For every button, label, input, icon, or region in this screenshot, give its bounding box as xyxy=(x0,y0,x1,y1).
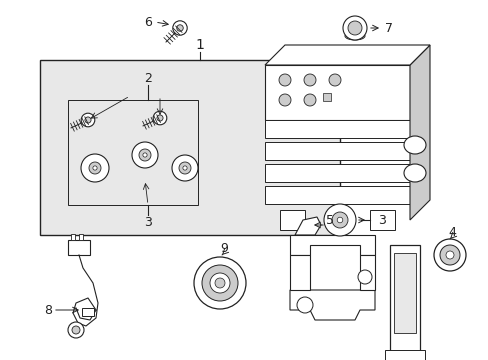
Circle shape xyxy=(72,326,80,334)
Bar xyxy=(323,93,330,101)
Polygon shape xyxy=(289,290,374,320)
Polygon shape xyxy=(264,45,429,65)
Circle shape xyxy=(68,322,84,338)
Circle shape xyxy=(81,113,95,127)
Bar xyxy=(79,234,83,240)
Ellipse shape xyxy=(403,164,425,182)
Circle shape xyxy=(357,270,371,284)
Circle shape xyxy=(304,94,315,106)
Polygon shape xyxy=(409,45,429,220)
Circle shape xyxy=(445,251,453,259)
Bar xyxy=(264,186,409,204)
Circle shape xyxy=(296,297,312,313)
Circle shape xyxy=(209,273,229,293)
Bar xyxy=(68,100,198,205)
Circle shape xyxy=(132,142,158,168)
Circle shape xyxy=(89,162,101,174)
Circle shape xyxy=(81,154,109,182)
Circle shape xyxy=(172,155,198,181)
Bar xyxy=(71,234,75,240)
Bar xyxy=(264,120,409,138)
Circle shape xyxy=(337,217,342,223)
Circle shape xyxy=(347,21,361,35)
Circle shape xyxy=(85,117,91,123)
Circle shape xyxy=(331,212,347,228)
Bar xyxy=(264,142,409,160)
Text: 9: 9 xyxy=(220,242,227,255)
Circle shape xyxy=(157,115,163,121)
Bar xyxy=(68,240,90,255)
Circle shape xyxy=(215,278,224,288)
Text: 7: 7 xyxy=(384,22,392,35)
Circle shape xyxy=(279,94,290,106)
Circle shape xyxy=(324,204,355,236)
Text: 2: 2 xyxy=(144,72,152,85)
Polygon shape xyxy=(289,255,309,290)
Bar xyxy=(82,308,94,316)
Circle shape xyxy=(194,257,245,309)
Ellipse shape xyxy=(345,32,364,40)
Text: 6: 6 xyxy=(144,15,152,28)
Circle shape xyxy=(202,265,238,301)
Circle shape xyxy=(93,166,97,170)
Ellipse shape xyxy=(403,136,425,154)
Circle shape xyxy=(172,21,187,35)
Bar xyxy=(369,210,394,230)
Circle shape xyxy=(439,245,459,265)
Text: 3: 3 xyxy=(144,216,152,229)
Polygon shape xyxy=(359,255,374,290)
Text: 3: 3 xyxy=(377,213,385,226)
Circle shape xyxy=(179,162,191,174)
Bar xyxy=(264,164,409,182)
Circle shape xyxy=(153,111,166,125)
Text: 1: 1 xyxy=(195,38,204,52)
Polygon shape xyxy=(294,217,320,235)
Circle shape xyxy=(139,149,151,161)
Circle shape xyxy=(142,153,147,157)
Text: 4: 4 xyxy=(447,225,455,238)
Circle shape xyxy=(183,166,187,170)
Circle shape xyxy=(433,239,465,271)
Circle shape xyxy=(328,74,340,86)
Circle shape xyxy=(342,16,366,40)
Circle shape xyxy=(279,74,290,86)
Polygon shape xyxy=(289,235,374,255)
Bar xyxy=(389,245,419,355)
Bar xyxy=(280,210,305,230)
Text: 5: 5 xyxy=(325,213,333,226)
Bar xyxy=(264,65,409,120)
Bar xyxy=(384,350,424,360)
Text: 8: 8 xyxy=(44,303,52,316)
Circle shape xyxy=(304,74,315,86)
Bar xyxy=(40,60,339,235)
Circle shape xyxy=(176,25,183,31)
Bar xyxy=(393,253,415,333)
